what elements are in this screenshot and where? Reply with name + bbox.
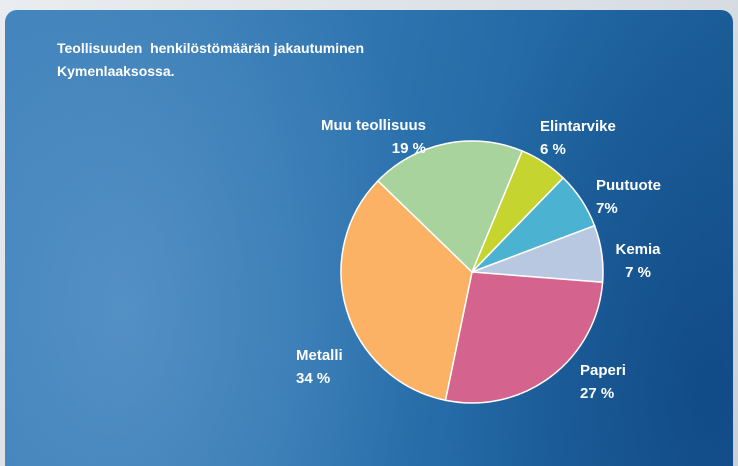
- slice-value: 34 %: [296, 370, 330, 387]
- slice-value: 7 %: [625, 264, 651, 281]
- slice-label: Muu teollisuus: [321, 117, 426, 134]
- slice-label: Elintarvike: [540, 118, 616, 135]
- pie-slice: [376, 140, 524, 274]
- slice-value: 6 %: [540, 141, 566, 158]
- slice-label: Puutuote: [596, 177, 661, 194]
- slice-label: Metalli: [296, 347, 343, 364]
- slice-value: 27 %: [580, 385, 614, 402]
- chart-title: Teollisuuden henkilöstömäärän jakautumin…: [57, 40, 368, 79]
- slice-value: 7%: [596, 200, 618, 217]
- slice-value: 19 %: [392, 140, 426, 157]
- slice-label: Paperi: [580, 362, 626, 379]
- pie-slice: [444, 271, 604, 404]
- slice-label: Kemia: [615, 241, 661, 258]
- pie-slice: [340, 179, 473, 402]
